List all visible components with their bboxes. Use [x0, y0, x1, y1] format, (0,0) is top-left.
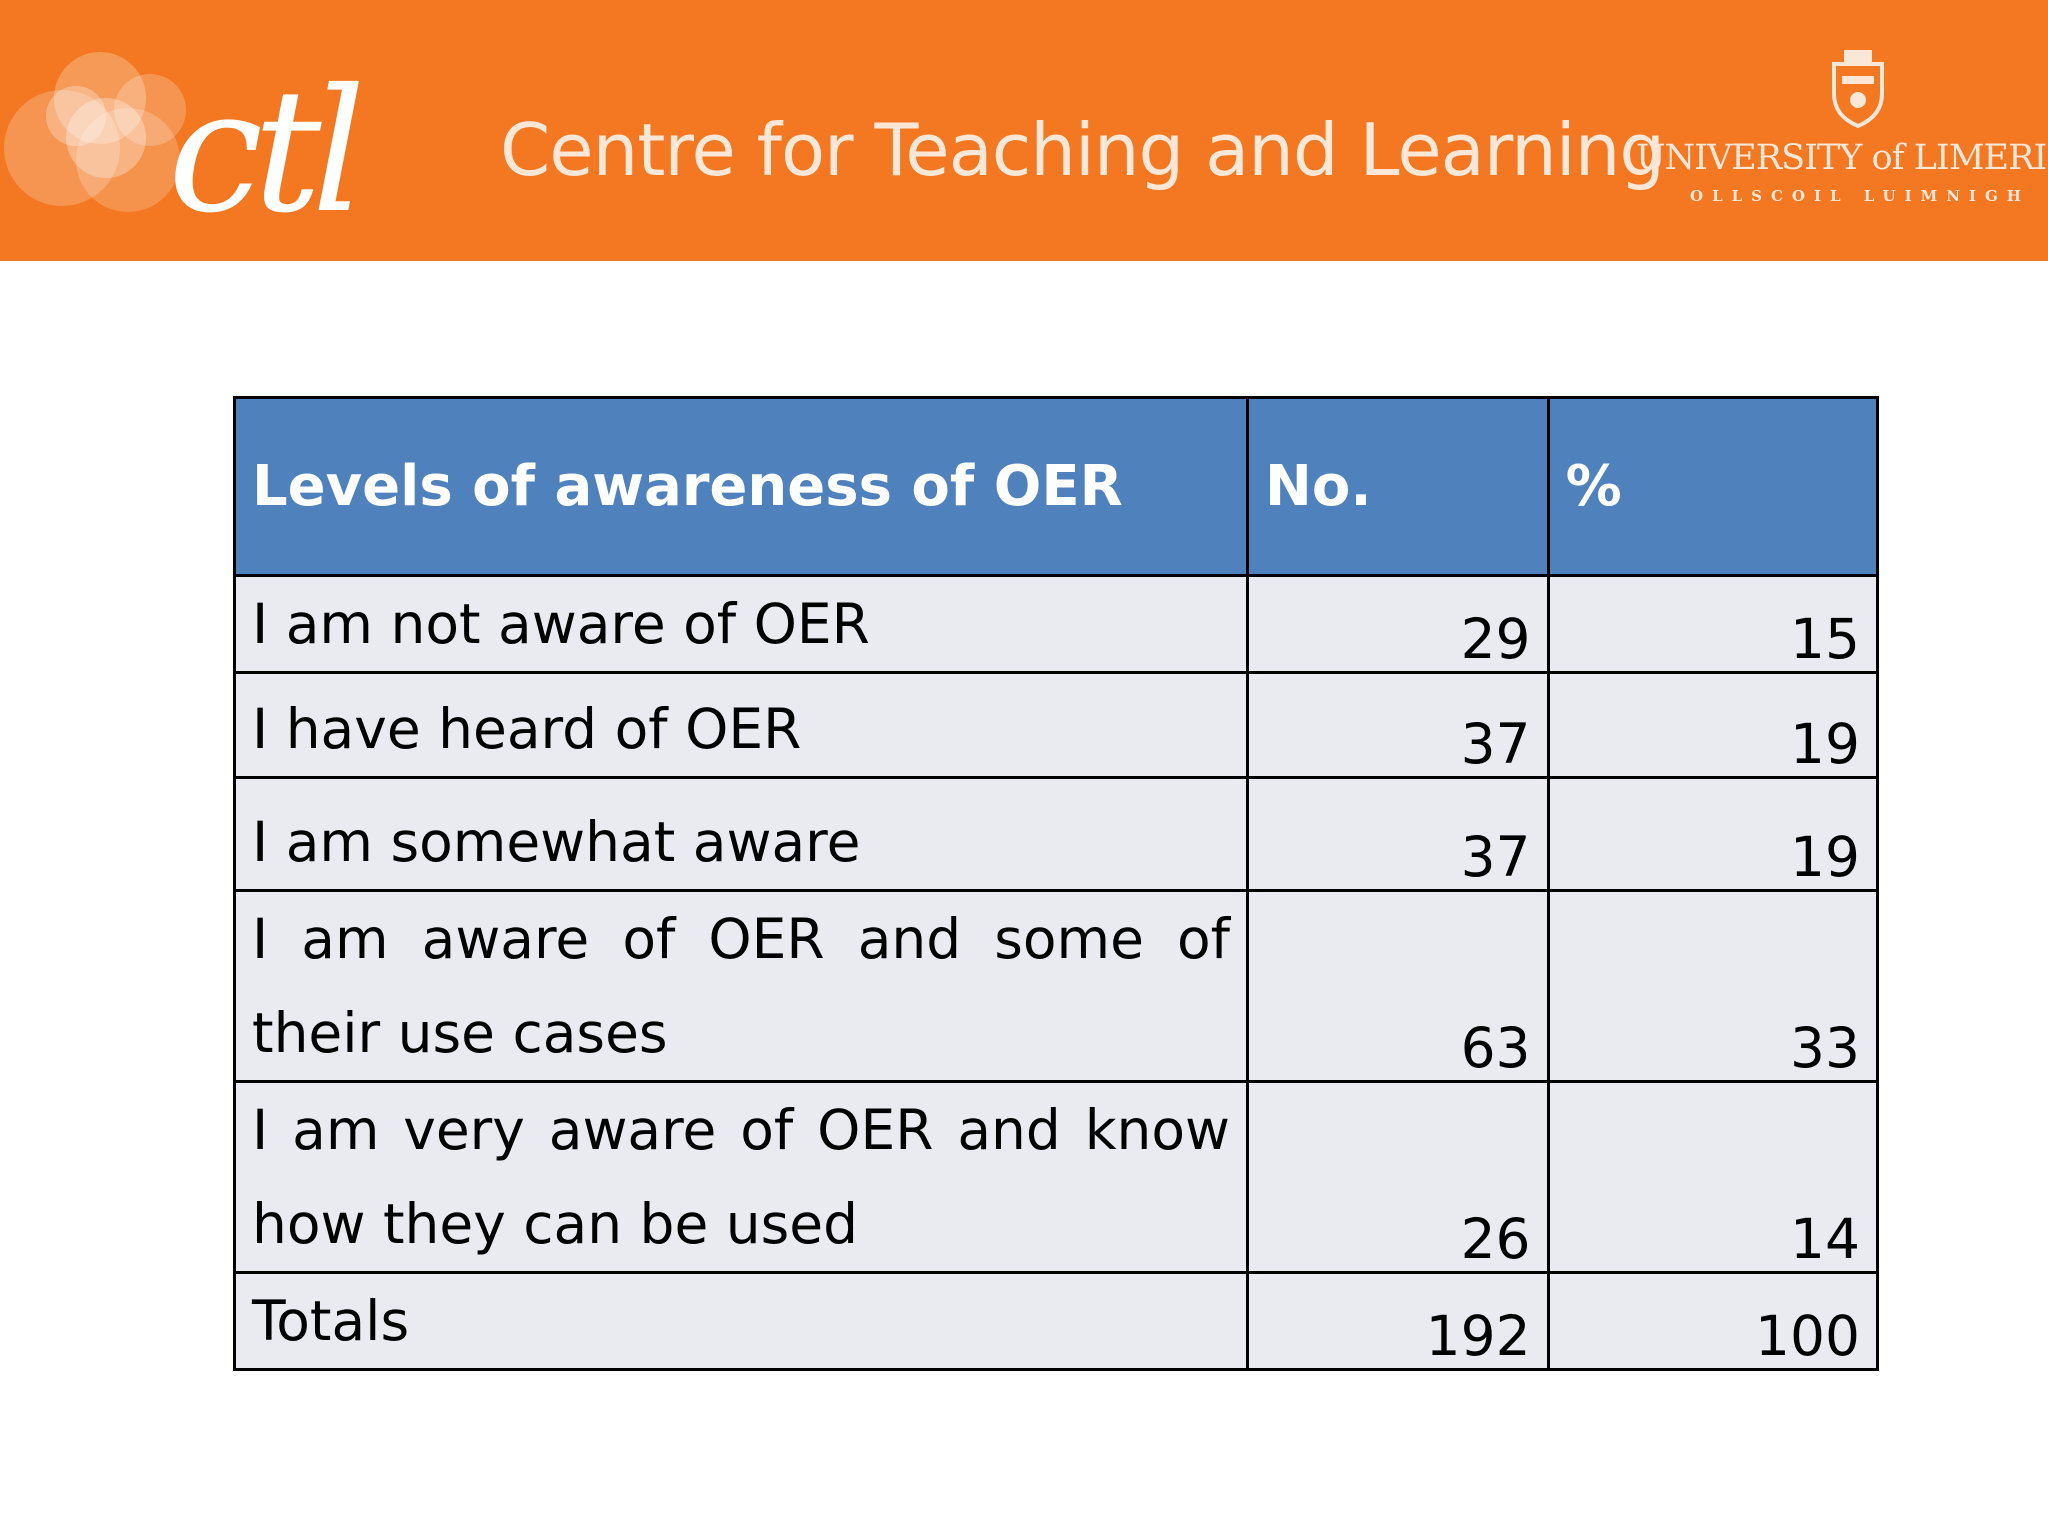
university-crest-icon	[1832, 50, 1884, 129]
column-header-percent: %	[1546, 396, 1880, 577]
row-count: 37	[1246, 671, 1550, 779]
ctl-logo-text: ctl	[168, 53, 360, 240]
row-percent: 14	[1546, 1080, 1880, 1274]
table-row: I am aware of OER and some of their use …	[232, 889, 1880, 1083]
oer-awareness-table: Levels of awareness of OER No. % I am no…	[232, 396, 1880, 1371]
row-label: I am very aware of OER and know how they…	[232, 1080, 1250, 1274]
row-count: 37	[1246, 776, 1550, 892]
centre-title: Centre for Teaching and Learning	[500, 108, 1665, 192]
ctl-circles-logo: ctl	[4, 52, 370, 240]
table-row: I am very aware of OER and know how they…	[232, 1080, 1880, 1274]
university-subtitle: OLLSCOIL LUIMNIGH	[1690, 187, 2030, 205]
totals-label: Totals	[232, 1271, 1250, 1371]
totals-row: Totals 192 100	[232, 1271, 1880, 1371]
column-header-levels: Levels of awareness of OER	[232, 396, 1250, 577]
table-row: I have heard of OER 37 19	[232, 671, 1880, 779]
header-banner: ctl Centre for Teaching and Learning UNI…	[0, 0, 2048, 261]
totals-percent: 100	[1546, 1271, 1880, 1371]
table-row: I am not aware of OER 29 15	[232, 574, 1880, 674]
row-count: 63	[1246, 889, 1550, 1083]
row-percent: 19	[1546, 776, 1880, 892]
totals-count: 192	[1246, 1271, 1550, 1371]
row-percent: 19	[1546, 671, 1880, 779]
row-percent: 15	[1546, 574, 1880, 674]
column-header-no: No.	[1246, 396, 1550, 577]
row-label: I am not aware of OER	[232, 574, 1250, 674]
table-row: I am somewhat aware 37 19	[232, 776, 1880, 892]
row-count: 26	[1246, 1080, 1550, 1274]
row-label: I am aware of OER and some of their use …	[232, 889, 1250, 1083]
row-count: 29	[1246, 574, 1550, 674]
row-percent: 33	[1546, 889, 1880, 1083]
row-label: I am somewhat aware	[232, 776, 1250, 892]
table-header-row: Levels of awareness of OER No. %	[232, 396, 1880, 577]
university-name: UNIVERSITY of LIMERICK	[1636, 138, 2048, 178]
row-label: I have heard of OER	[232, 671, 1250, 779]
